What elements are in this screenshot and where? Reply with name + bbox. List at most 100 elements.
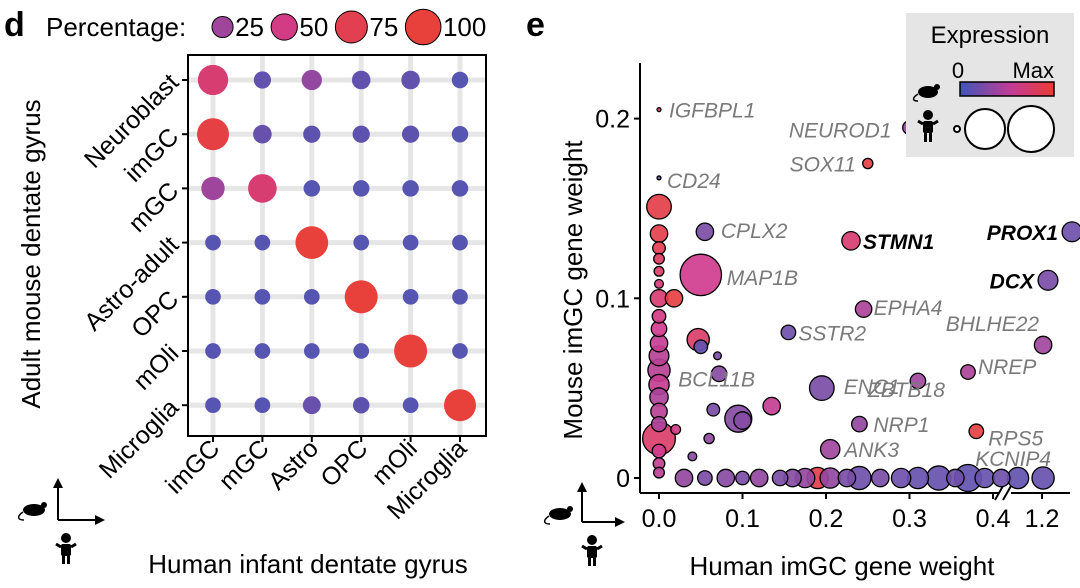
legend-high-label: Max: [1012, 58, 1054, 83]
human-icon: [917, 110, 939, 142]
species-axis: [543, 482, 625, 566]
y-tick-label: 0.1: [595, 285, 630, 313]
x-tick-label: Astro: [263, 434, 324, 495]
x-tick-label: 0.1: [725, 505, 760, 533]
x-tick-label: 0.2: [809, 505, 844, 533]
dot: [205, 234, 221, 251]
y-tick-label: mGC: [123, 177, 184, 238]
scatter-point: [974, 467, 996, 489]
y-tick-labels: NeuroblastimGCmGCAstro-adultOPCmOliMicro…: [79, 68, 188, 484]
scatter-point: [653, 466, 665, 479]
gene-label: KCNIP4: [975, 448, 1051, 471]
dot: [205, 343, 221, 359]
panel-e: e 0.0 0.1 0.2 0.3 0.4 1.2 0 0.1 0.2 IGFBPL1 NEURO…: [526, 6, 1080, 581]
dot: [353, 343, 370, 359]
dot: [401, 125, 420, 143]
dot: [303, 180, 321, 197]
scatter-point: [841, 230, 861, 251]
dot: [253, 124, 272, 144]
scatter-point: [695, 222, 715, 242]
dot: [451, 71, 469, 89]
species-axis: [17, 478, 105, 564]
gene-label: CPLX2: [721, 220, 788, 243]
legend-low-label: 0: [952, 58, 964, 83]
scatter-point: [968, 423, 985, 440]
scatter-point: [1033, 335, 1053, 355]
scatter-point: [696, 470, 713, 486]
dot: [254, 397, 271, 414]
arrow-right-icon: [615, 517, 625, 527]
size-legend-dot: [270, 13, 298, 41]
x-tick-label: OPC: [315, 434, 373, 492]
dot: [201, 176, 225, 201]
size-legend-circle: [953, 125, 961, 133]
size-legend-label: 25: [235, 12, 264, 42]
x-tick-label: 0.0: [642, 505, 677, 533]
mouse-icon: [912, 84, 940, 102]
size-legend-circle: [1007, 105, 1055, 153]
dot: [352, 180, 370, 197]
scatter-point: [854, 300, 873, 318]
scatter-point: [716, 468, 736, 488]
scatter-axes: 0.0 0.1 0.2 0.3 0.4 1.2 0 0.1 0.2: [595, 63, 1070, 533]
scatter-point: [670, 423, 682, 436]
dot: [254, 234, 271, 251]
gene-label: RPS5: [988, 427, 1043, 450]
y-tick-label: 0: [616, 465, 630, 493]
scatter-point: [646, 193, 672, 220]
gene-label: NRP1: [873, 414, 929, 437]
scatter-point: [664, 288, 684, 308]
gene-label: NREP: [978, 356, 1036, 379]
scatter-point: [1061, 221, 1080, 243]
dot: [352, 396, 370, 414]
y-tick-label: mOli: [128, 339, 184, 395]
plot-frame: [187, 54, 487, 437]
expression-legend: Expression 0 Max: [906, 13, 1074, 157]
scatter-point: [706, 402, 721, 417]
dot: [248, 174, 277, 203]
scatter-point: [808, 375, 835, 402]
mouse-icon: [17, 502, 47, 521]
size-legend-dot: [334, 10, 368, 44]
scatter-point: [674, 468, 694, 488]
scatter-point: [650, 415, 668, 433]
scatter-point: [653, 252, 665, 265]
scatter-point: [762, 396, 782, 416]
size-legend: 25 50 75 100: [211, 8, 486, 46]
mouse-icon: [543, 506, 573, 525]
scatter-point: [651, 308, 667, 324]
gene-label: PROX1: [987, 222, 1058, 245]
dot: [401, 70, 420, 90]
scatter-point: [851, 415, 868, 433]
dot: [402, 397, 419, 414]
x-tick-label: 1.2: [1025, 505, 1060, 533]
size-legend-dot: [211, 15, 234, 39]
dot: [352, 125, 370, 143]
arrow-up-icon: [53, 478, 63, 488]
panel-d: d Percentage: 25 50 75 100 NeuroblastimGCmG…: [4, 6, 487, 579]
scatter-point: [991, 468, 1011, 488]
x-tick-label: imGC: [160, 434, 225, 499]
dot: [197, 118, 229, 151]
scatter-point: [960, 364, 976, 380]
scatter-point: [1037, 269, 1059, 291]
gene-label: DCX: [990, 270, 1036, 293]
dot: [444, 389, 476, 422]
x-tick-label: mGC: [214, 434, 275, 495]
dot: [402, 180, 419, 197]
dot: [303, 125, 321, 143]
gene-label: CD24: [667, 170, 721, 193]
scatter-point: [653, 278, 665, 289]
scatter-point: [837, 468, 857, 488]
axis-break-mark: [1002, 485, 1012, 501]
scatter-point: [870, 468, 890, 488]
dot: [253, 71, 272, 89]
scatter-point: [687, 451, 698, 462]
dot: [452, 343, 468, 359]
size-legend-circles: [953, 105, 1055, 153]
dot: [303, 288, 320, 305]
scatter-point: [653, 265, 665, 277]
scatter-points: [641, 106, 1080, 493]
